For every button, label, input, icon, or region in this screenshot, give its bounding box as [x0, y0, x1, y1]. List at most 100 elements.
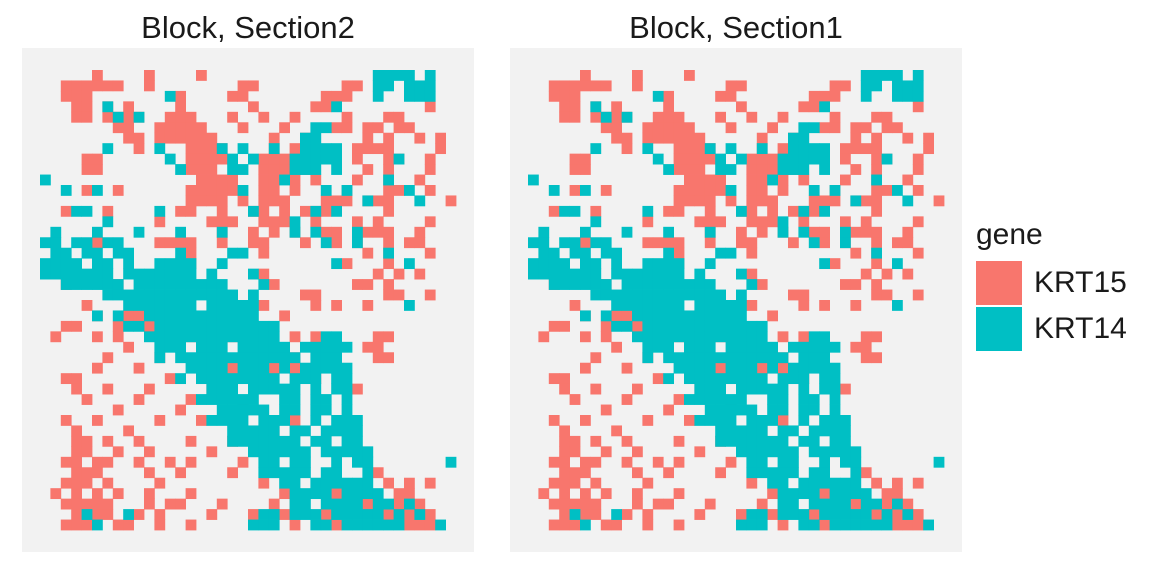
- tile-krt15-section2: [206, 185, 218, 196]
- tile-krt14-section2: [289, 456, 301, 468]
- tile-krt14-section1: [600, 289, 612, 301]
- tile-krt15-section1: [746, 300, 758, 311]
- tile-krt14-section2: [206, 331, 218, 343]
- tile-krt15-section2: [310, 289, 322, 301]
- tile-krt15-section1: [933, 195, 945, 207]
- tile-krt14-section1: [819, 456, 830, 468]
- tile-krt15-section2: [289, 331, 301, 343]
- tile-krt14-section2: [164, 153, 176, 165]
- tile-krt15-section1: [684, 122, 695, 134]
- tile-krt15-section2: [362, 132, 374, 144]
- tile-krt14-section1: [725, 310, 737, 322]
- tile-krt14-section2: [175, 341, 186, 353]
- tile-krt15-section1: [704, 185, 716, 196]
- tile-krt14-section1: [881, 509, 893, 520]
- tile-krt14-section1: [840, 509, 851, 520]
- tile-krt15-section1: [725, 90, 737, 102]
- tile-krt14-section2: [258, 341, 270, 353]
- tile-krt14-section2: [289, 226, 301, 238]
- tile-krt15-section1: [871, 111, 882, 123]
- tile-krt15-section2: [216, 174, 228, 186]
- tile-krt14-section2: [404, 70, 415, 81]
- tile-krt15-section1: [788, 289, 799, 301]
- tile-krt15-section1: [704, 216, 716, 228]
- tile-krt14-section1: [538, 237, 550, 249]
- tile-krt15-section1: [673, 164, 685, 175]
- tile-krt14-section2: [154, 300, 166, 311]
- tile-krt14-section2: [268, 435, 280, 447]
- tile-krt14-section1: [829, 383, 841, 395]
- tile-krt15-section2: [71, 425, 82, 437]
- tile-krt14-section2: [154, 331, 166, 343]
- tile-krt15-section2: [393, 111, 405, 123]
- tile-krt15-section2: [404, 122, 415, 134]
- tile-krt15-section2: [300, 289, 311, 301]
- tile-krt14-section1: [808, 237, 820, 249]
- heatmap-tiles-section2: [40, 70, 457, 531]
- tile-krt14-section2: [92, 279, 103, 290]
- tile-krt15-section2: [331, 300, 342, 311]
- tile-krt14-section2: [248, 394, 259, 405]
- tile-krt15-section2: [102, 352, 114, 364]
- tile-krt15-section2: [175, 205, 186, 217]
- tile-krt15-section1: [611, 310, 622, 322]
- tile-krt15-section2: [175, 90, 186, 102]
- legend-title: gene: [976, 218, 1043, 251]
- tile-krt15-section1: [559, 425, 570, 437]
- tile-krt14-section1: [715, 164, 726, 175]
- tile-krt14-section2: [227, 331, 238, 343]
- tile-krt14-section2: [164, 320, 176, 332]
- tile-krt14-section1: [777, 509, 789, 520]
- tile-krt15-section1: [694, 195, 706, 207]
- tile-krt14-section1: [684, 320, 695, 332]
- tile-krt14-section1: [829, 341, 841, 353]
- tile-krt14-section1: [829, 509, 841, 520]
- tile-krt14-section1: [777, 467, 789, 479]
- tile-krt14-section1: [684, 362, 695, 374]
- tile-krt15-section1: [673, 205, 685, 217]
- tile-krt14-section2: [154, 205, 166, 217]
- tile-krt14-section1: [819, 415, 830, 426]
- tile-krt15-section1: [840, 279, 851, 290]
- tile-krt14-section2: [216, 310, 228, 322]
- tile-krt15-section2: [289, 415, 301, 426]
- tile-krt15-section1: [684, 174, 695, 186]
- tile-krt14-section2: [289, 373, 301, 385]
- tile-krt14-section2: [372, 488, 384, 500]
- tile-krt15-section2: [331, 122, 342, 134]
- tile-krt15-section1: [663, 122, 674, 134]
- tile-krt14-section1: [840, 498, 851, 510]
- tile-krt14-section2: [258, 446, 270, 458]
- tile-krt14-section1: [777, 456, 789, 468]
- tile-krt15-section2: [71, 383, 82, 395]
- tile-krt15-section2: [50, 331, 62, 343]
- legend-swatch-krt14: [976, 307, 1022, 351]
- tile-krt15-section1: [736, 226, 747, 238]
- tile-krt14-section2: [414, 90, 426, 102]
- tile-krt14-section2: [372, 519, 384, 531]
- tile-krt14-section1: [808, 498, 820, 510]
- tile-krt15-section1: [850, 132, 862, 144]
- tile-krt15-section1: [642, 237, 654, 249]
- tile-krt15-section1: [871, 132, 882, 144]
- tile-krt14-section2: [279, 394, 290, 405]
- tile-krt14-section1: [808, 143, 820, 155]
- tile-krt14-section2: [289, 394, 301, 405]
- tile-krt14-section2: [310, 143, 322, 155]
- tile-krt14-section1: [767, 341, 778, 353]
- tile-krt15-section1: [746, 477, 758, 489]
- tile-krt14-section2: [112, 279, 124, 290]
- tile-krt14-section1: [642, 205, 654, 217]
- tile-krt14-section2: [279, 404, 290, 416]
- tile-krt14-section1: [621, 226, 633, 238]
- tile-krt14-section2: [185, 258, 197, 270]
- tile-krt14-section1: [798, 477, 810, 489]
- tile-krt14-section1: [777, 488, 789, 500]
- tile-krt15-section2: [185, 122, 197, 134]
- tile-krt15-section1: [767, 509, 778, 520]
- tile-krt15-section1: [548, 80, 560, 92]
- tile-krt15-section1: [704, 174, 716, 186]
- tile-krt15-section2: [154, 509, 166, 520]
- tile-krt14-section2: [185, 268, 197, 280]
- tile-krt14-section1: [528, 174, 539, 186]
